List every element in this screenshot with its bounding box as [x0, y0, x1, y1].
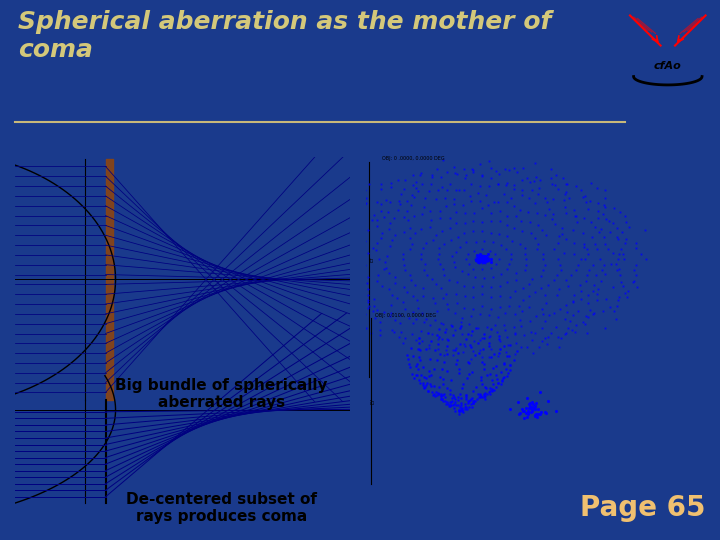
Text: cfAo: cfAo: [654, 60, 682, 71]
Text: Big bundle of spherically
aberrated rays: Big bundle of spherically aberrated rays: [115, 378, 328, 410]
Text: EY: EY: [369, 256, 374, 262]
Text: De-centered subset of
rays produces coma: De-centered subset of rays produces coma: [126, 492, 317, 524]
Text: EY: EY: [371, 398, 376, 404]
Text: OBJ: 0 .0000, 0.0000 DEG: OBJ: 0 .0000, 0.0000 DEG: [382, 156, 445, 161]
Text: Spherical aberration as the mother of
coma: Spherical aberration as the mother of co…: [18, 10, 552, 62]
Text: Page 65: Page 65: [580, 494, 705, 522]
Text: OBJ: 0.0100, 0.0000 DEG: OBJ: 0.0100, 0.0000 DEG: [375, 313, 436, 318]
